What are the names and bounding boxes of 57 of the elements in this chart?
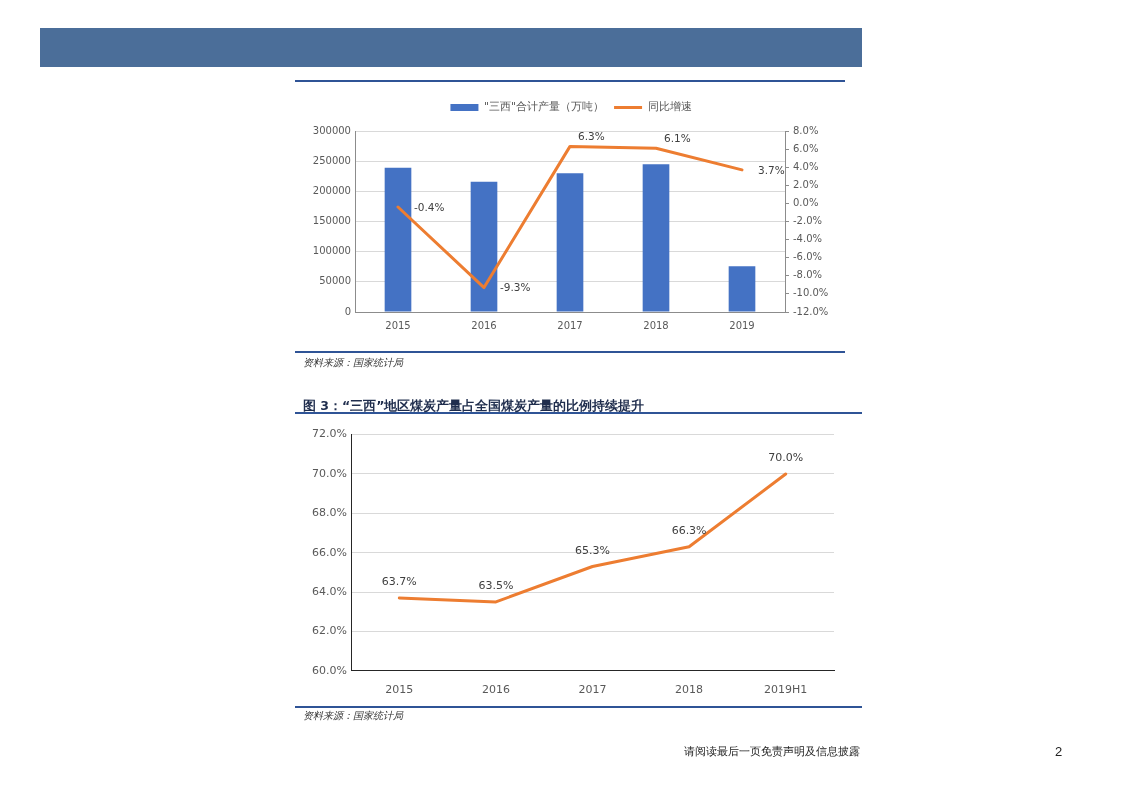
data-label: 6.1%	[664, 131, 691, 144]
y2-tick-label: 2.0%	[793, 178, 819, 190]
y2-tick-label: 4.0%	[793, 160, 819, 172]
y2-tick-label: 0.0%	[793, 196, 819, 208]
bar	[728, 266, 756, 312]
y-tick-label: 66.0%	[312, 545, 347, 559]
x-tick-label: 2015	[385, 683, 414, 697]
y-tick-label: 72.0%	[312, 427, 347, 441]
y-tick-label: 100000	[312, 245, 351, 257]
y2-tick-label: -10.0%	[793, 287, 829, 299]
y-tick-label: 200000	[312, 184, 351, 196]
data-label: 6.3%	[578, 129, 605, 142]
data-label: -0.4%	[414, 200, 445, 213]
x-tick-label: 2019H1	[764, 683, 808, 697]
data-label: -9.3%	[500, 281, 531, 294]
bar	[384, 167, 412, 312]
data-label: 70.0%	[768, 451, 804, 465]
text: 2	[1055, 744, 1063, 759]
bar	[556, 173, 584, 312]
y-tick-label: 62.0%	[312, 624, 347, 638]
x-tick-label: 2018	[643, 319, 669, 331]
bar	[642, 164, 670, 312]
y2-tick-label: -12.0%	[793, 305, 829, 317]
y-tick-label: 64.0%	[312, 584, 347, 598]
y2-tick-label: 8.0%	[793, 124, 819, 136]
y-tick-label: 50000	[319, 275, 351, 287]
data-label: 63.5%	[478, 579, 514, 593]
bar	[470, 181, 498, 312]
data-label: 3.7%	[758, 163, 785, 176]
y-tick-label: 68.0%	[312, 506, 347, 520]
x-tick-label: 2017	[578, 683, 607, 697]
y2-tick-label: -6.0%	[793, 251, 823, 263]
text: 资料来源：国家统计局	[303, 356, 403, 369]
data-label: 63.7%	[381, 575, 417, 589]
legend-label: 同比增速	[647, 100, 692, 114]
y-tick-label: 150000	[312, 215, 351, 227]
y2-tick-label: -8.0%	[793, 269, 823, 281]
x-tick-label: 2018	[675, 683, 704, 697]
y2-tick-label: -4.0%	[793, 233, 823, 245]
y-tick-label: 70.0%	[312, 466, 347, 480]
y-tick-label: 0	[344, 305, 351, 317]
legend-label: "三西"合计产量（万吨）	[483, 100, 605, 114]
data-label: 66.3%	[671, 524, 707, 538]
x-tick-label: 2015	[385, 319, 411, 331]
y2-tick-label: -2.0%	[793, 215, 823, 227]
text: 请阅读最后一页免责声明及信息披露	[684, 745, 860, 759]
y-tick-label: 250000	[312, 154, 351, 166]
y2-tick-label: 6.0%	[793, 142, 819, 154]
chart-title: 图 3：“三西”地区煤炭产量占全国煤炭产量的比例持续提升	[303, 398, 645, 413]
x-tick-label: 2016	[471, 319, 497, 331]
y-tick-label: 300000	[312, 124, 351, 136]
x-tick-label: 2019	[729, 319, 755, 331]
data-label: 65.3%	[575, 543, 610, 557]
x-tick-label: 2017	[557, 319, 583, 331]
text: 资料来源：国家统计局	[303, 709, 403, 722]
y-tick-label: 60.0%	[312, 663, 347, 677]
x-tick-label: 2016	[481, 683, 510, 697]
